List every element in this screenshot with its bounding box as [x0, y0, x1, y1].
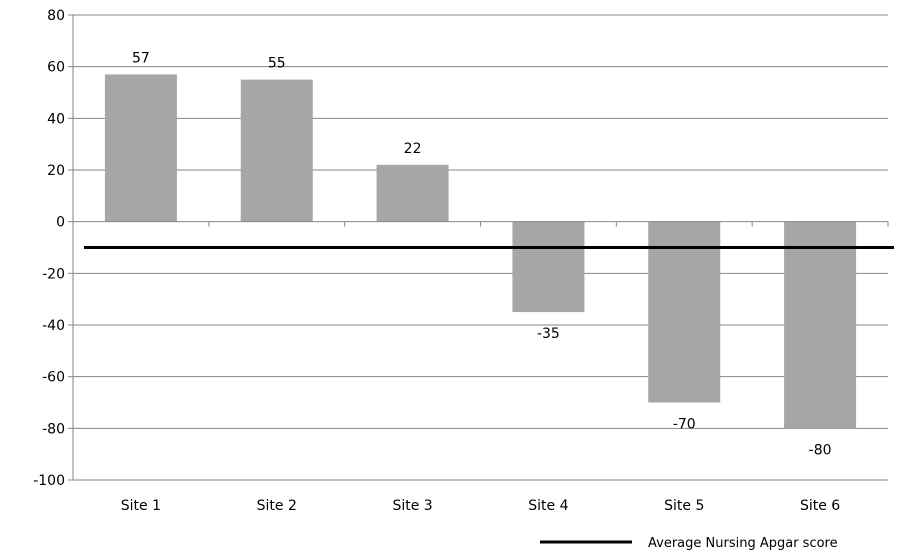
- y-tick-label: 80: [47, 8, 65, 24]
- x-tick-label: Site 4: [528, 498, 568, 514]
- gridlines: [73, 14, 888, 481]
- bar-site-4: [512, 221, 585, 313]
- y-tick-label: -80: [42, 421, 65, 437]
- y-tick-label: 0: [56, 215, 65, 231]
- data-label: -80: [809, 442, 832, 458]
- bar-site-1: [104, 74, 177, 222]
- bar-site-5: [648, 221, 721, 403]
- x-tick-label: Site 6: [800, 498, 840, 514]
- data-label: -70: [673, 417, 696, 433]
- y-tick-label: 20: [47, 163, 65, 179]
- x-tick-label: Site 5: [664, 498, 704, 514]
- x-tick-label: Site 2: [257, 498, 297, 514]
- data-labels: 57 55 22 -35 -70 -80: [132, 50, 832, 458]
- y-tick-label: -60: [42, 370, 65, 386]
- y-tick-label: -100: [33, 473, 65, 489]
- y-tick-label: -40: [42, 318, 65, 334]
- data-label: 55: [268, 56, 286, 72]
- y-tick-label: 60: [47, 60, 65, 76]
- bars: [104, 74, 857, 429]
- axes: 80 60 40 20 0 -20 -40 -60 -80 -100 Site 1 Site 2 Sit…: [33, 8, 889, 514]
- y-tick-label: -20: [42, 266, 65, 282]
- data-label: -35: [537, 326, 560, 342]
- bar-site-3: [376, 164, 449, 222]
- data-label: 57: [132, 50, 150, 66]
- legend: Average Nursing Apgar score: [540, 536, 838, 551]
- bar-site-6: [784, 221, 857, 429]
- y-tick-label: 40: [47, 111, 65, 127]
- x-tick-label: Site 1: [121, 498, 161, 514]
- x-tick-label: Site 3: [392, 498, 432, 514]
- data-label: 22: [404, 141, 422, 157]
- legend-label: Average Nursing Apgar score: [648, 536, 838, 551]
- bar-site-2: [240, 79, 313, 222]
